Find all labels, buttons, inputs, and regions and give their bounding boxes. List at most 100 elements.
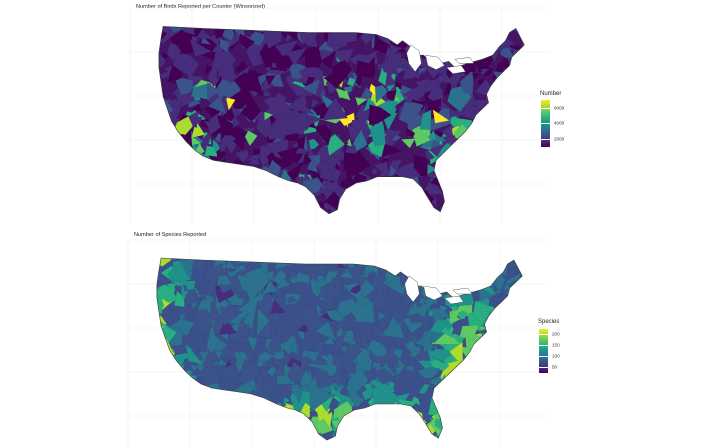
county-polygon xyxy=(281,103,290,110)
county-polygon xyxy=(374,161,388,177)
county-polygon xyxy=(483,135,495,146)
legend-tick-label: 4000 xyxy=(554,120,565,126)
county-polygon xyxy=(269,193,275,202)
county-polygon xyxy=(390,194,402,214)
county-polygon xyxy=(176,175,188,190)
county-polygon xyxy=(168,196,181,213)
county-polygon xyxy=(472,359,487,378)
county-polygon xyxy=(490,165,502,176)
county-polygon xyxy=(400,200,414,207)
county-polygon xyxy=(478,196,492,214)
county-polygon xyxy=(449,258,470,273)
county-polygon xyxy=(227,258,238,260)
county-polygon xyxy=(156,347,158,362)
county-polygon xyxy=(404,432,412,440)
county-polygon xyxy=(224,433,233,440)
county-polygon xyxy=(158,160,167,168)
county-polygon xyxy=(171,161,185,178)
county-polygon xyxy=(260,188,270,203)
county-polygon xyxy=(238,394,253,414)
county-polygon xyxy=(498,421,515,439)
county-polygon xyxy=(499,162,508,175)
county-polygon xyxy=(509,375,523,391)
county-polygon xyxy=(525,274,534,282)
county-polygon xyxy=(210,174,226,192)
county-polygon xyxy=(380,26,398,30)
county-polygon xyxy=(487,258,508,276)
county-polygon xyxy=(379,434,388,440)
county-polygon xyxy=(437,382,453,397)
county-polygon xyxy=(244,207,262,214)
legend-tick-mark xyxy=(539,345,548,347)
county-polygon xyxy=(446,26,464,40)
county-polygon xyxy=(411,396,421,406)
county-polygon xyxy=(262,430,280,440)
county-polygon xyxy=(467,355,478,364)
county-polygon xyxy=(209,416,227,434)
county-polygon xyxy=(215,416,232,431)
county-polygon xyxy=(445,169,457,183)
map-title: Number of Birds Reported per Counter (Wi… xyxy=(136,4,266,10)
county-polygon xyxy=(424,433,447,440)
county-polygon xyxy=(498,106,511,117)
county-polygon xyxy=(197,434,221,440)
county-polygon xyxy=(207,401,224,414)
county-polygon xyxy=(158,196,173,214)
county-polygon xyxy=(453,272,459,279)
county-polygon xyxy=(336,268,347,277)
county-polygon xyxy=(529,159,542,171)
county-polygon xyxy=(440,326,454,339)
county-polygon xyxy=(212,426,222,437)
county-polygon xyxy=(246,48,264,68)
county-polygon xyxy=(510,114,525,133)
county-polygon xyxy=(411,263,424,281)
county-polygon xyxy=(172,52,200,78)
county-polygon xyxy=(244,173,261,193)
county-polygon xyxy=(284,423,290,430)
county-polygon xyxy=(494,172,504,185)
county-polygon xyxy=(516,84,525,108)
county-polygon xyxy=(395,409,406,421)
legend-tick-mark xyxy=(541,138,550,140)
county-polygon xyxy=(272,401,283,411)
county-polygon xyxy=(509,392,523,406)
county-polygon xyxy=(178,166,194,183)
county-polygon xyxy=(503,435,523,440)
county-polygon xyxy=(258,176,272,187)
county-polygon xyxy=(247,434,262,440)
county-polygon xyxy=(449,310,461,325)
county-polygon xyxy=(158,117,160,124)
county-polygon xyxy=(363,26,378,35)
county-polygon xyxy=(389,43,400,59)
county-polygon xyxy=(508,381,522,398)
county-polygon xyxy=(176,148,191,167)
county-polygon xyxy=(232,115,241,129)
county-polygon xyxy=(459,271,478,289)
county-polygons xyxy=(158,26,542,214)
county-polygon xyxy=(186,280,196,290)
county-polygon xyxy=(251,258,262,261)
county-polygon xyxy=(353,409,366,422)
county-polygon xyxy=(467,367,480,381)
county-polygon xyxy=(511,380,523,398)
county-polygon xyxy=(263,189,274,202)
county-polygon xyxy=(486,344,501,360)
county-polygon xyxy=(195,307,215,336)
county-polygon xyxy=(469,406,485,419)
county-polygon xyxy=(451,197,463,209)
county-polygon xyxy=(283,396,291,406)
county-polygon xyxy=(342,329,355,345)
county-polygon xyxy=(172,98,183,109)
county-polygon xyxy=(291,341,299,350)
county-polygon xyxy=(179,313,186,320)
county-polygon xyxy=(376,318,387,331)
county-polygon xyxy=(225,179,233,186)
county-polygon xyxy=(279,200,306,214)
county-polygon xyxy=(494,166,509,182)
county-polygon xyxy=(465,374,473,386)
county-polygon xyxy=(213,416,220,423)
county-polygon xyxy=(313,124,333,147)
county-polygon xyxy=(515,433,523,440)
county-polygon xyxy=(320,50,337,70)
county-polygon xyxy=(158,160,166,176)
